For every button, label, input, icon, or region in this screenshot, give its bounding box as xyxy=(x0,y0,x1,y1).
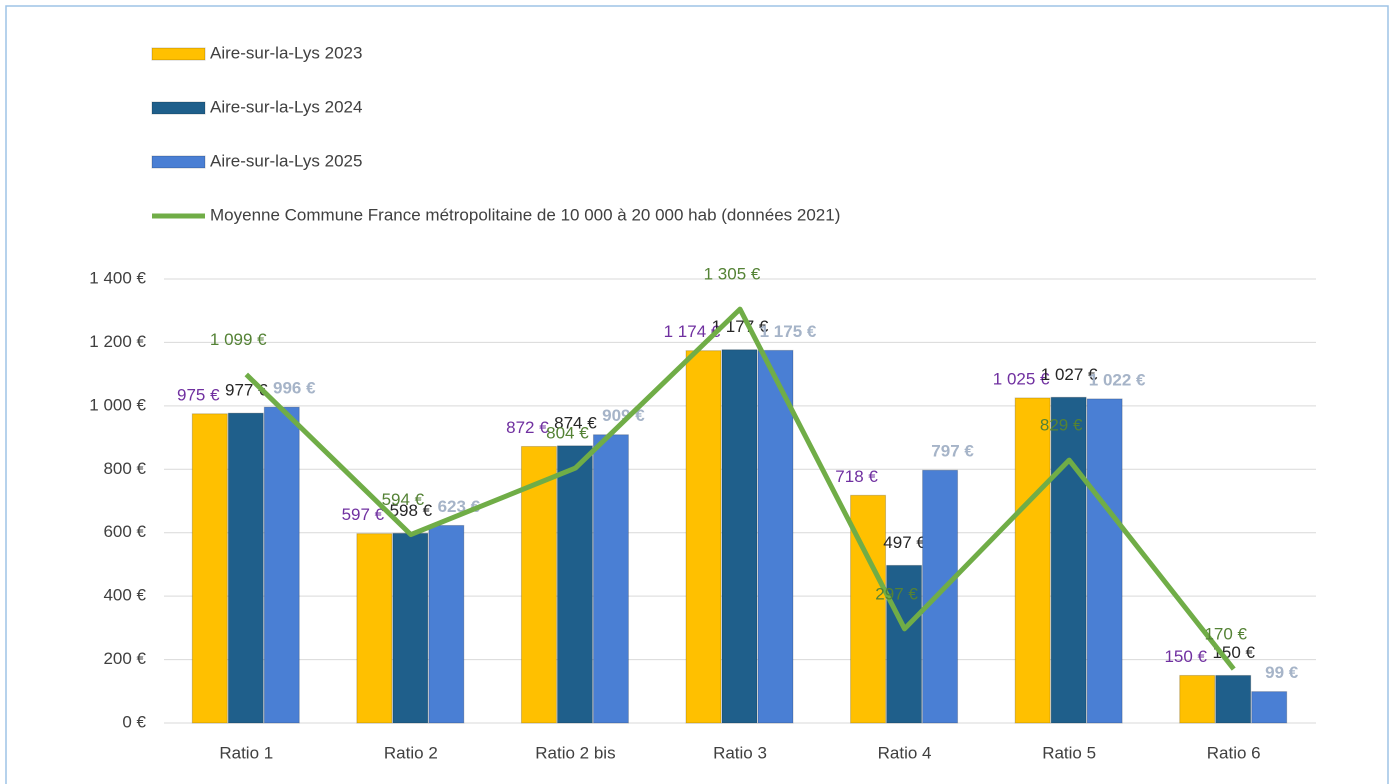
bar xyxy=(392,532,429,724)
bar xyxy=(191,413,228,724)
bar xyxy=(886,564,923,724)
data-label: 996 € xyxy=(273,379,316,398)
y-tick-label: 1 000 € xyxy=(89,395,146,414)
legend-label: Aire-sur-la-Lys 2024 xyxy=(210,97,362,116)
data-label: 150 € xyxy=(1164,647,1207,666)
data-label: 1 025 € xyxy=(993,369,1050,388)
data-label: 872 € xyxy=(506,418,549,437)
data-label: 1 027 € xyxy=(1041,365,1098,384)
line-label: 804 € xyxy=(546,424,589,443)
data-label: 874 € xyxy=(554,413,597,432)
bar xyxy=(592,434,629,724)
x-tick-label: Ratio 6 xyxy=(1207,743,1261,762)
bar xyxy=(1014,397,1051,724)
bar xyxy=(428,524,465,724)
bar xyxy=(1251,691,1288,724)
y-tick-label: 1 400 € xyxy=(89,268,146,287)
bar xyxy=(1215,674,1252,724)
data-label: 497 € xyxy=(883,533,926,552)
data-label: 99 € xyxy=(1265,663,1299,682)
line-label: 170 € xyxy=(1204,625,1247,644)
legend-swatch xyxy=(151,47,206,61)
data-label: 1 022 € xyxy=(1089,370,1146,389)
bar xyxy=(227,412,264,724)
y-tick-label: 600 € xyxy=(103,522,146,541)
legend-swatch xyxy=(151,101,206,115)
x-tick-label: Ratio 2 xyxy=(384,743,438,762)
frame xyxy=(5,5,1389,784)
x-tick-label: Ratio 2 bis xyxy=(535,743,615,762)
bar xyxy=(556,445,593,724)
bar xyxy=(520,445,557,724)
legend-label: Aire-sur-la-Lys 2025 xyxy=(210,151,362,170)
x-tick-label: Ratio 5 xyxy=(1042,743,1096,762)
legend-label: Moyenne Commune France métropolitaine de… xyxy=(210,205,840,224)
data-label: 718 € xyxy=(835,467,878,486)
line-label: 1 305 € xyxy=(704,265,761,284)
data-label: 598 € xyxy=(390,501,433,520)
data-label: 1 175 € xyxy=(760,322,817,341)
y-tick-label: 200 € xyxy=(103,649,146,668)
data-label: 797 € xyxy=(931,442,974,461)
y-tick-label: 400 € xyxy=(103,586,146,605)
bar xyxy=(1050,396,1087,724)
bar xyxy=(922,469,959,724)
line xyxy=(244,306,1236,671)
x-tick-label: Ratio 1 xyxy=(219,743,273,762)
x-tick-label: Ratio 3 xyxy=(713,743,767,762)
data-label: 597 € xyxy=(342,505,385,524)
legend-label: Aire-sur-la-Lys 2023 xyxy=(210,43,362,62)
line-label: 829 € xyxy=(1040,416,1083,435)
bar xyxy=(757,349,794,724)
bar xyxy=(721,349,758,724)
data-label: 1 174 € xyxy=(664,322,721,341)
line-label: 1 099 € xyxy=(210,330,267,349)
y-tick-label: 0 € xyxy=(122,712,146,731)
y-tick-label: 800 € xyxy=(103,459,146,478)
data-label: 975 € xyxy=(177,385,220,404)
x-tick-label: Ratio 4 xyxy=(878,743,932,762)
bar xyxy=(685,350,722,724)
bar xyxy=(263,406,300,724)
line-label: 297 € xyxy=(875,584,918,603)
bar xyxy=(1179,674,1216,724)
bar xyxy=(356,533,393,724)
legend-swatch xyxy=(151,155,206,169)
bar xyxy=(1086,398,1123,724)
line-label: 594 € xyxy=(382,490,425,509)
y-tick-label: 1 200 € xyxy=(89,332,146,351)
